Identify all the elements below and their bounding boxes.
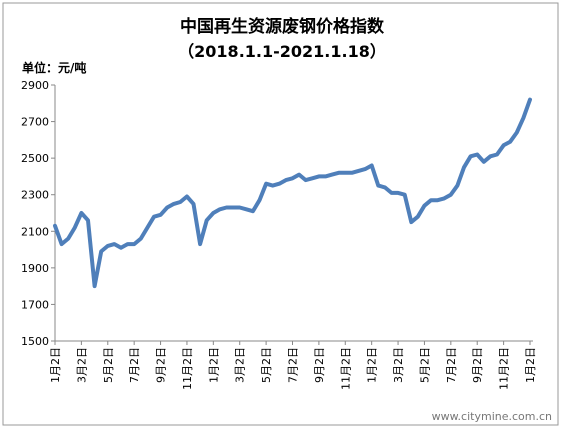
y-tick-label: 1700 <box>21 298 49 311</box>
x-tick-label: 9月2日 <box>471 347 484 383</box>
watermark: www.citymine.com.cn <box>432 410 552 423</box>
x-tick-label: 1月2日 <box>207 347 220 383</box>
x-tick-label: 5月2日 <box>418 347 431 383</box>
y-tick-label: 2100 <box>21 225 49 238</box>
x-tick-label: 3月2日 <box>234 347 247 383</box>
y-tick-label: 1500 <box>21 335 49 348</box>
x-tick-label: 1月2日 <box>366 347 379 383</box>
x-tick-label: 7月2日 <box>128 347 141 383</box>
x-tick-label: 5月2日 <box>260 347 273 383</box>
y-tick-label: 2500 <box>21 152 49 165</box>
chart-title: 中国再生资源废钢价格指数 <box>180 16 385 37</box>
unit-label: 单位：元/吨 <box>22 60 86 75</box>
x-tick-label: 11月2日 <box>339 347 352 390</box>
x-tick-label: 11月2日 <box>498 347 511 390</box>
x-tick-label: 11月2日 <box>181 347 194 390</box>
x-tick-label: 5月2日 <box>102 347 115 383</box>
x-tick-label: 9月2日 <box>313 347 326 383</box>
y-tick-label: 2700 <box>21 116 49 129</box>
price-line <box>53 97 532 289</box>
x-tick-label: 3月2日 <box>75 347 88 383</box>
chart-subtitle: （2018.1.1-2021.1.18） <box>178 42 386 61</box>
x-tick-label: 7月2日 <box>445 347 458 383</box>
x-tick-label: 1月2日 <box>49 347 62 383</box>
chart-border <box>2 2 559 426</box>
x-tick-label: 7月2日 <box>287 347 300 383</box>
x-tick-label: 9月2日 <box>155 347 168 383</box>
y-tick-label: 1900 <box>21 262 49 275</box>
y-tick-label: 2300 <box>21 189 49 202</box>
x-tick-label: 3月2日 <box>392 347 405 383</box>
x-tick-label: 1月2日 <box>524 347 537 383</box>
y-tick-label: 2900 <box>21 79 49 92</box>
